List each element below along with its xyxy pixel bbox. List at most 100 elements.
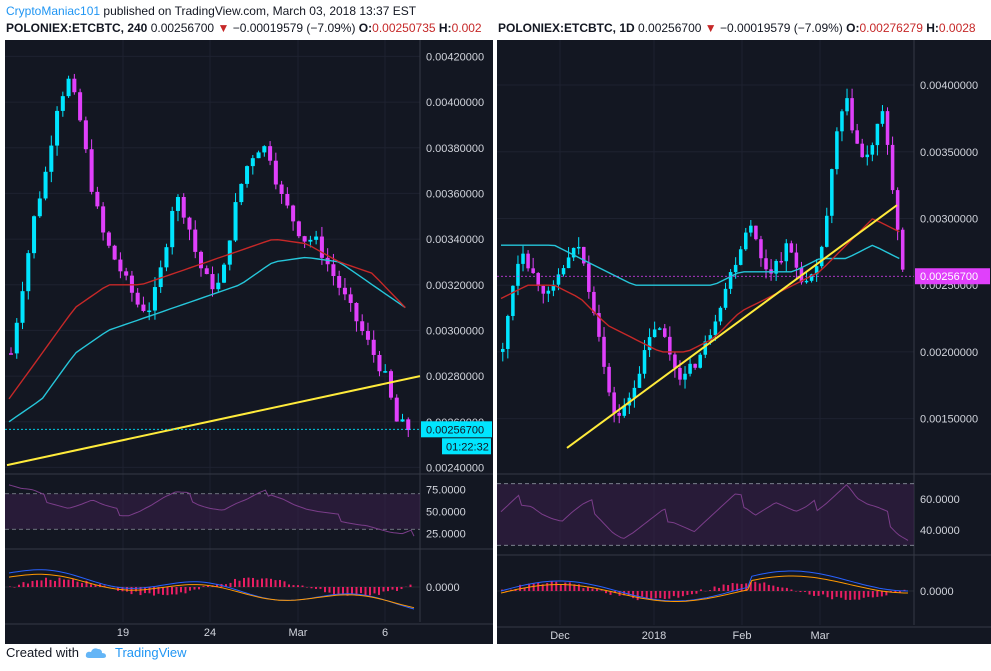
candle <box>204 268 209 275</box>
candle <box>637 373 642 388</box>
macd-histogram-bar <box>382 587 385 592</box>
chart-pane-right[interactable]: 0.004000000.003500000.003000000.00250000… <box>497 40 991 644</box>
candle <box>210 274 215 290</box>
macd-histogram-bar <box>595 589 598 591</box>
macd-histogram-bar <box>659 591 662 599</box>
y-tick-label: 0.00300000 <box>426 325 484 337</box>
macd-histogram-bar <box>894 591 897 593</box>
macd-histogram-bar <box>283 581 286 587</box>
macd-histogram-bar <box>889 591 892 592</box>
macd-histogram-bar <box>256 579 259 587</box>
candle <box>501 348 505 352</box>
macd-histogram-bar <box>776 586 779 591</box>
macd-histogram-bar <box>858 591 861 600</box>
candle <box>713 321 718 336</box>
candle <box>728 272 733 289</box>
macd-histogram-bar <box>885 591 888 596</box>
candle <box>693 363 697 368</box>
last-price-label: 0.00256700 <box>426 424 484 436</box>
macd-histogram-bar <box>396 587 398 591</box>
candle <box>135 292 140 305</box>
candle <box>566 257 571 269</box>
macd-histogram-bar <box>781 587 784 591</box>
trendline <box>6 375 421 467</box>
last-price-tag <box>421 421 492 438</box>
macd-histogram-bar <box>609 591 612 595</box>
candle <box>256 152 261 159</box>
candle <box>840 111 844 132</box>
candle <box>885 111 890 145</box>
tradingview-brand-link[interactable]: TradingView <box>114 645 187 660</box>
macd-histogram-bar <box>202 586 205 587</box>
down-arrow-icon: ▼ <box>217 21 230 35</box>
macd-histogram-bar <box>252 577 254 587</box>
macd-histogram-bar <box>54 580 56 587</box>
macd-histogram-bar <box>835 591 838 597</box>
macd-histogram-bar <box>301 585 304 587</box>
candle <box>118 259 123 272</box>
chart-pane-left[interactable]: 0.00420000 0.00400000 0.00380000 0.00360000… <box>5 40 493 644</box>
x-tick-label: Dec <box>550 630 570 642</box>
candle <box>749 225 753 233</box>
macd-histogram-bar <box>568 582 571 591</box>
macd-histogram-bar <box>373 587 376 594</box>
y-tick-label: 0.00340000 <box>426 234 484 246</box>
trendline <box>566 204 898 449</box>
candle <box>582 246 586 264</box>
y-tick-label: 0.00300000 <box>920 213 978 225</box>
macd-histogram-bar <box>63 579 65 587</box>
macd-histogram-bar <box>763 582 766 591</box>
macd-histogram-bar <box>840 591 843 598</box>
macd-histogram-bar <box>582 588 585 591</box>
candle <box>175 197 180 211</box>
publish-info: published on TradingView.com, March 03, … <box>103 4 417 18</box>
macd-histogram-bar <box>45 577 47 587</box>
x-tick-label: 19 <box>117 627 129 639</box>
macd-histogram-bar <box>27 583 29 587</box>
macd-histogram-bar <box>523 587 526 591</box>
author-link[interactable]: CryptoManiac101 <box>6 4 101 18</box>
macd-histogram-bar <box>636 591 639 601</box>
candle <box>273 160 278 185</box>
macd-histogram-bar <box>400 587 403 590</box>
candle <box>779 260 783 263</box>
ticker-bar-left: POLONIEX:ETCBTC, 240 0.00256700 ▼ −0.000… <box>6 21 493 35</box>
macd-histogram-bar <box>360 587 362 594</box>
macd-histogram-bar <box>67 579 70 587</box>
macd-histogram-bar <box>225 584 227 587</box>
open-label: O: <box>358 21 373 35</box>
tradingview-cloud-icon <box>85 647 106 658</box>
macd-histogram-bar <box>207 585 209 587</box>
macd-histogram-bar <box>754 581 757 591</box>
candle <box>875 123 880 146</box>
macd-histogram-bar <box>355 587 358 596</box>
macd-histogram-bar <box>519 584 522 591</box>
candle <box>60 96 65 111</box>
candle <box>314 236 319 240</box>
rsi-tick-label: 40.0000 <box>920 525 960 537</box>
macd-histogram-bar <box>18 584 20 587</box>
macd-histogram-bar <box>40 580 43 587</box>
candle <box>268 146 273 161</box>
macd-histogram-bar <box>799 591 802 593</box>
macd-histogram-bar <box>663 591 666 599</box>
open-value: 0.00276279 <box>859 21 923 35</box>
candle <box>360 321 365 332</box>
candle <box>9 353 14 355</box>
rsi-line <box>500 484 909 541</box>
ticker-bar-right: POLONIEX:ETCBTC, 1D 0.00256700 ▼ −0.0001… <box>498 21 991 35</box>
candle <box>279 184 284 195</box>
macd-histogram-bar <box>532 583 535 591</box>
macd-histogram-bar <box>641 591 644 597</box>
candle <box>784 243 789 262</box>
candle <box>383 371 388 373</box>
candle <box>835 131 839 170</box>
macd-histogram-bar <box>369 587 371 596</box>
last-price-label: 0.00256700 <box>920 271 978 283</box>
price-change: −0.00019579 (−7.09%) <box>720 21 843 35</box>
macd-histogram-bar <box>803 591 806 592</box>
macd-histogram-bar <box>288 584 290 587</box>
candle <box>895 190 900 230</box>
candle <box>673 354 677 368</box>
macd-histogram-bar <box>672 591 675 597</box>
